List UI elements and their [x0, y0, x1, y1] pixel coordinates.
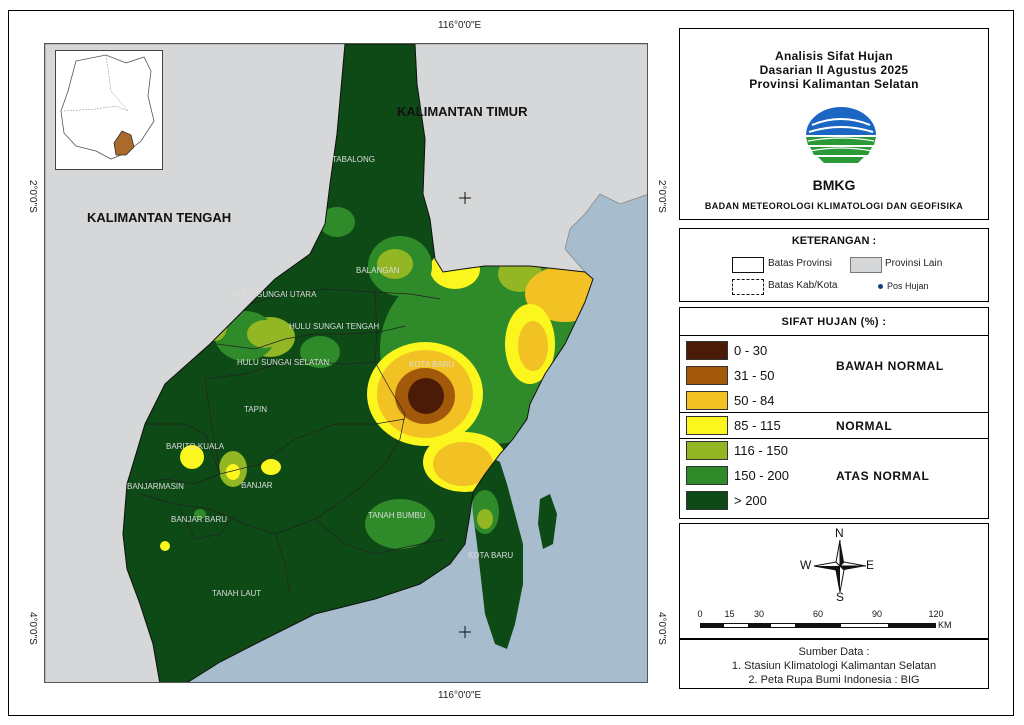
keterangan-panel: KETERANGAN : Batas Provinsi Provinsi Lai…: [679, 228, 989, 302]
coord-right-upper: 2°0'0"S: [656, 180, 667, 213]
source-line-2: 2. Peta Rupa Bumi Indonesia : BIG: [748, 674, 920, 686]
legend-label: > 200: [734, 493, 767, 508]
district-tanah-laut: TANAH LAUT: [212, 589, 261, 598]
north-arrow-icon: [813, 539, 867, 593]
legend-label: 50 - 84: [734, 393, 775, 408]
source-panel: Sumber Data : 1. Stasiun Klimatologi Kal…: [679, 639, 989, 689]
district-hss: HULU SUNGAI SELATAN: [237, 358, 329, 367]
source-heading: Sumber Data :: [798, 646, 870, 658]
coord-left-lower: 4°0'0"S: [27, 612, 38, 645]
sifat-hujan-panel: SIFAT HUJAN (%) : 0 - 30 31 - 50 50 - 84 85…: [679, 307, 989, 519]
bmkg-logo-text: BMKG: [812, 177, 856, 193]
district-barito-kuala: BARITO KUALA: [166, 442, 225, 451]
coord-left-upper: 2°0'0"S: [27, 180, 38, 213]
batas-provinsi-swatch: [732, 257, 764, 273]
main-map[interactable]: KALIMANTAN TIMUR KALIMANTAN TENGAH TABAL…: [44, 43, 648, 683]
legend-swatch: [686, 341, 728, 360]
batas-kab-swatch: [732, 279, 764, 295]
scalebar: [700, 623, 936, 628]
legend-label: 85 - 115: [734, 418, 781, 433]
pos-hujan-icon: [878, 284, 883, 289]
pos-hujan-label: Pos Hujan: [887, 281, 929, 291]
district-banjar-baru: BANJAR BARU: [171, 515, 227, 524]
class-normal: NORMAL: [836, 419, 893, 433]
graticule-crosses: [459, 192, 471, 638]
coord-bottom: 116°0'0"E: [438, 690, 482, 701]
title-panel: Analisis Sifat Hujan Dasarian II Agustus…: [679, 28, 989, 220]
district-hst: HULU SUNGAI TENGAH: [289, 322, 379, 331]
legend-swatch: [686, 441, 728, 460]
title-line-1: Analisis Sifat Hujan: [774, 49, 894, 63]
scale-tick-label: 60: [812, 609, 824, 619]
district-kotabaru-south: KOTA BARU: [468, 551, 513, 560]
scale-tick-label: 15: [724, 609, 735, 619]
legend-heading: SIFAT HUJAN (%) :: [781, 316, 887, 328]
district-banjarmasin: BANJARMASIN: [127, 482, 184, 491]
provinsi-lain-label: Provinsi Lain: [885, 258, 943, 269]
coord-top: 116°0'0"E: [438, 20, 482, 31]
island-patches: [471, 490, 499, 534]
label-kaltim: KALIMANTAN TIMUR: [397, 104, 528, 119]
legend-label: 116 - 150: [734, 443, 788, 458]
label-kalteng: KALIMANTAN TENGAH: [87, 210, 231, 225]
legend-swatch: [686, 366, 728, 385]
legend-swatch: [686, 416, 728, 435]
class-bawah-normal: BAWAH NORMAL: [836, 359, 944, 373]
scale-tick-label: 0: [697, 609, 703, 619]
compass-w: W: [800, 558, 812, 572]
district-tanah-bumbu: TANAH BUMBU: [368, 511, 426, 520]
scale-tick-label: 90: [871, 609, 883, 619]
legend-label: 150 - 200: [734, 468, 789, 483]
district-hsu: HULU SUNGAI UTARA: [233, 290, 317, 299]
batas-kab-label: Batas Kab/Kota: [768, 280, 838, 291]
scale-tick-label: 120: [928, 609, 944, 619]
small-island[interactable]: [538, 494, 557, 549]
compass-e: E: [866, 558, 875, 572]
scale-unit: KM: [938, 620, 952, 630]
agency-name: BADAN METEOROLOGI KLIMATOLOGI DAN GEOFIS…: [704, 201, 964, 211]
title-line-3: Provinsi Kalimantan Selatan: [749, 77, 919, 91]
title-line-2: Dasarian II Agustus 2025: [759, 63, 909, 77]
provinsi-lain-swatch: [850, 257, 882, 273]
coord-right-lower: 4°0'0"S: [656, 612, 667, 645]
source-line-1: 1. Stasiun Klimatologi Kalimantan Selata…: [731, 660, 937, 672]
district-tapin: TAPIN: [244, 405, 267, 414]
legend-swatch: [686, 391, 728, 410]
compass-scale-panel: N S E W 0 15 30 60 90 120 KM: [679, 523, 989, 639]
district-balangan: BALANGAN: [356, 266, 400, 275]
keterangan-heading: KETERANGAN :: [791, 235, 877, 247]
bmkg-logo-icon: [806, 107, 876, 163]
inset-map: [55, 50, 163, 170]
legend-label: 0 - 30: [734, 343, 768, 358]
legend-swatch: [686, 466, 728, 485]
compass-s: S: [836, 590, 845, 604]
district-labels: TABALONG BALANGAN HULU SUNGAI UTARA HULU…: [127, 155, 513, 598]
map-frame: [8, 10, 1014, 716]
class-atas-normal: ATAS NORMAL: [836, 469, 930, 483]
scale-tick-label: 30: [753, 609, 765, 619]
district-boundaries: [139, 288, 446, 595]
compass-n: N: [835, 526, 844, 540]
legend-label: 31 - 50: [734, 368, 775, 383]
district-banjar: BANJAR: [241, 481, 273, 490]
district-tabalong: TABALONG: [332, 155, 375, 164]
map-canvas: KALIMANTAN TIMUR KALIMANTAN TENGAH TABAL…: [45, 44, 647, 682]
district-kotabaru-north: KOTA BARU: [409, 360, 454, 369]
legend-swatch: [686, 491, 728, 510]
batas-provinsi-label: Batas Provinsi: [768, 258, 832, 269]
